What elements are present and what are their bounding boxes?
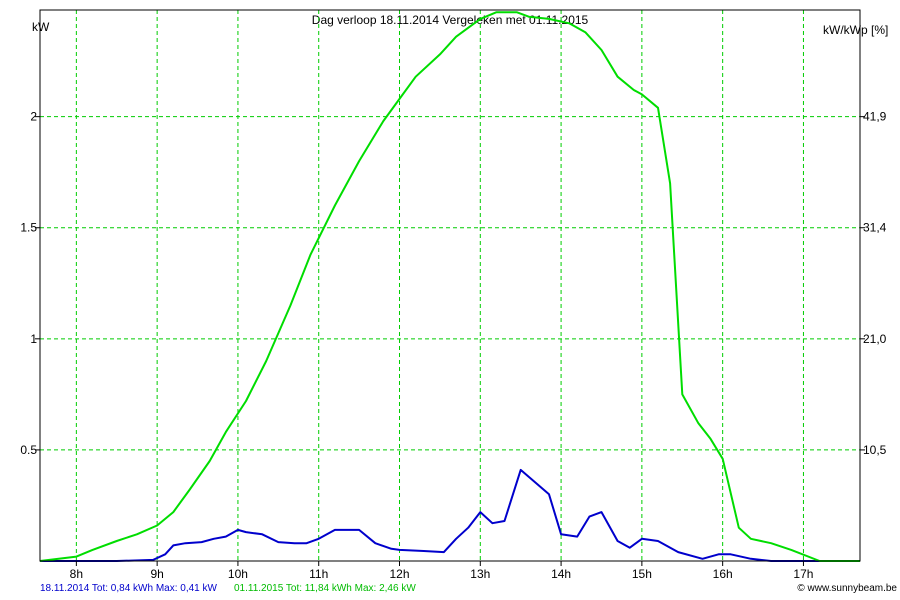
plot-frame [39, 9, 861, 562]
y-tick-label-right: 31,4 [863, 221, 887, 235]
x-tick-label: 17h [793, 567, 813, 581]
x-tick-label: 10h [228, 567, 248, 581]
x-tick-label: 9h [150, 567, 163, 581]
y-tick-label-right: 41,9 [863, 110, 887, 124]
x-tick-label: 12h [389, 567, 409, 581]
series-line-blue [40, 468, 860, 562]
x-tick-label: 16h [713, 567, 733, 581]
y-tick-label-right: 10,5 [863, 443, 887, 457]
series-lines [39, 11, 860, 562]
footer-credit: © www.sunnybeam.be [797, 583, 897, 594]
y-tick-label-left: 0.5 [20, 443, 37, 457]
y-tick-label-left: 1 [30, 332, 37, 346]
x-tick-label: 11h [309, 567, 328, 581]
x-tick-label: 15h [632, 567, 652, 581]
x-tick-label: 8h [70, 567, 83, 581]
x-tick-label: 14h [551, 567, 571, 581]
tick-labels: 8h 9h 10h 11h 12h 13h 14h 15h 16h 17h 0.5 10,5 1 21,0… [20, 110, 886, 581]
y-tick-label-left: 1.5 [20, 221, 37, 235]
x-tick-label: 13h [470, 567, 490, 581]
series-line-green [39, 11, 860, 562]
footer-series2-summary: 01.11.2015 Tot: 11,84 kWh Max: 2,46 kW [234, 583, 416, 594]
y-tick-label-right: 21,0 [863, 332, 887, 346]
y-tick-label-left: 2 [30, 110, 37, 124]
chart-title: Dag verloop 18.11.2014 Vergeleken met 01… [312, 13, 589, 27]
y-axis-right-label: kW/kWp [%] [823, 23, 888, 37]
footer-series1-summary: 18.11.2014 Tot: 0,84 kWh Max: 0,41 kW [40, 583, 217, 594]
grid-lines [40, 10, 860, 561]
y-axis-left-label: kW [32, 20, 50, 34]
